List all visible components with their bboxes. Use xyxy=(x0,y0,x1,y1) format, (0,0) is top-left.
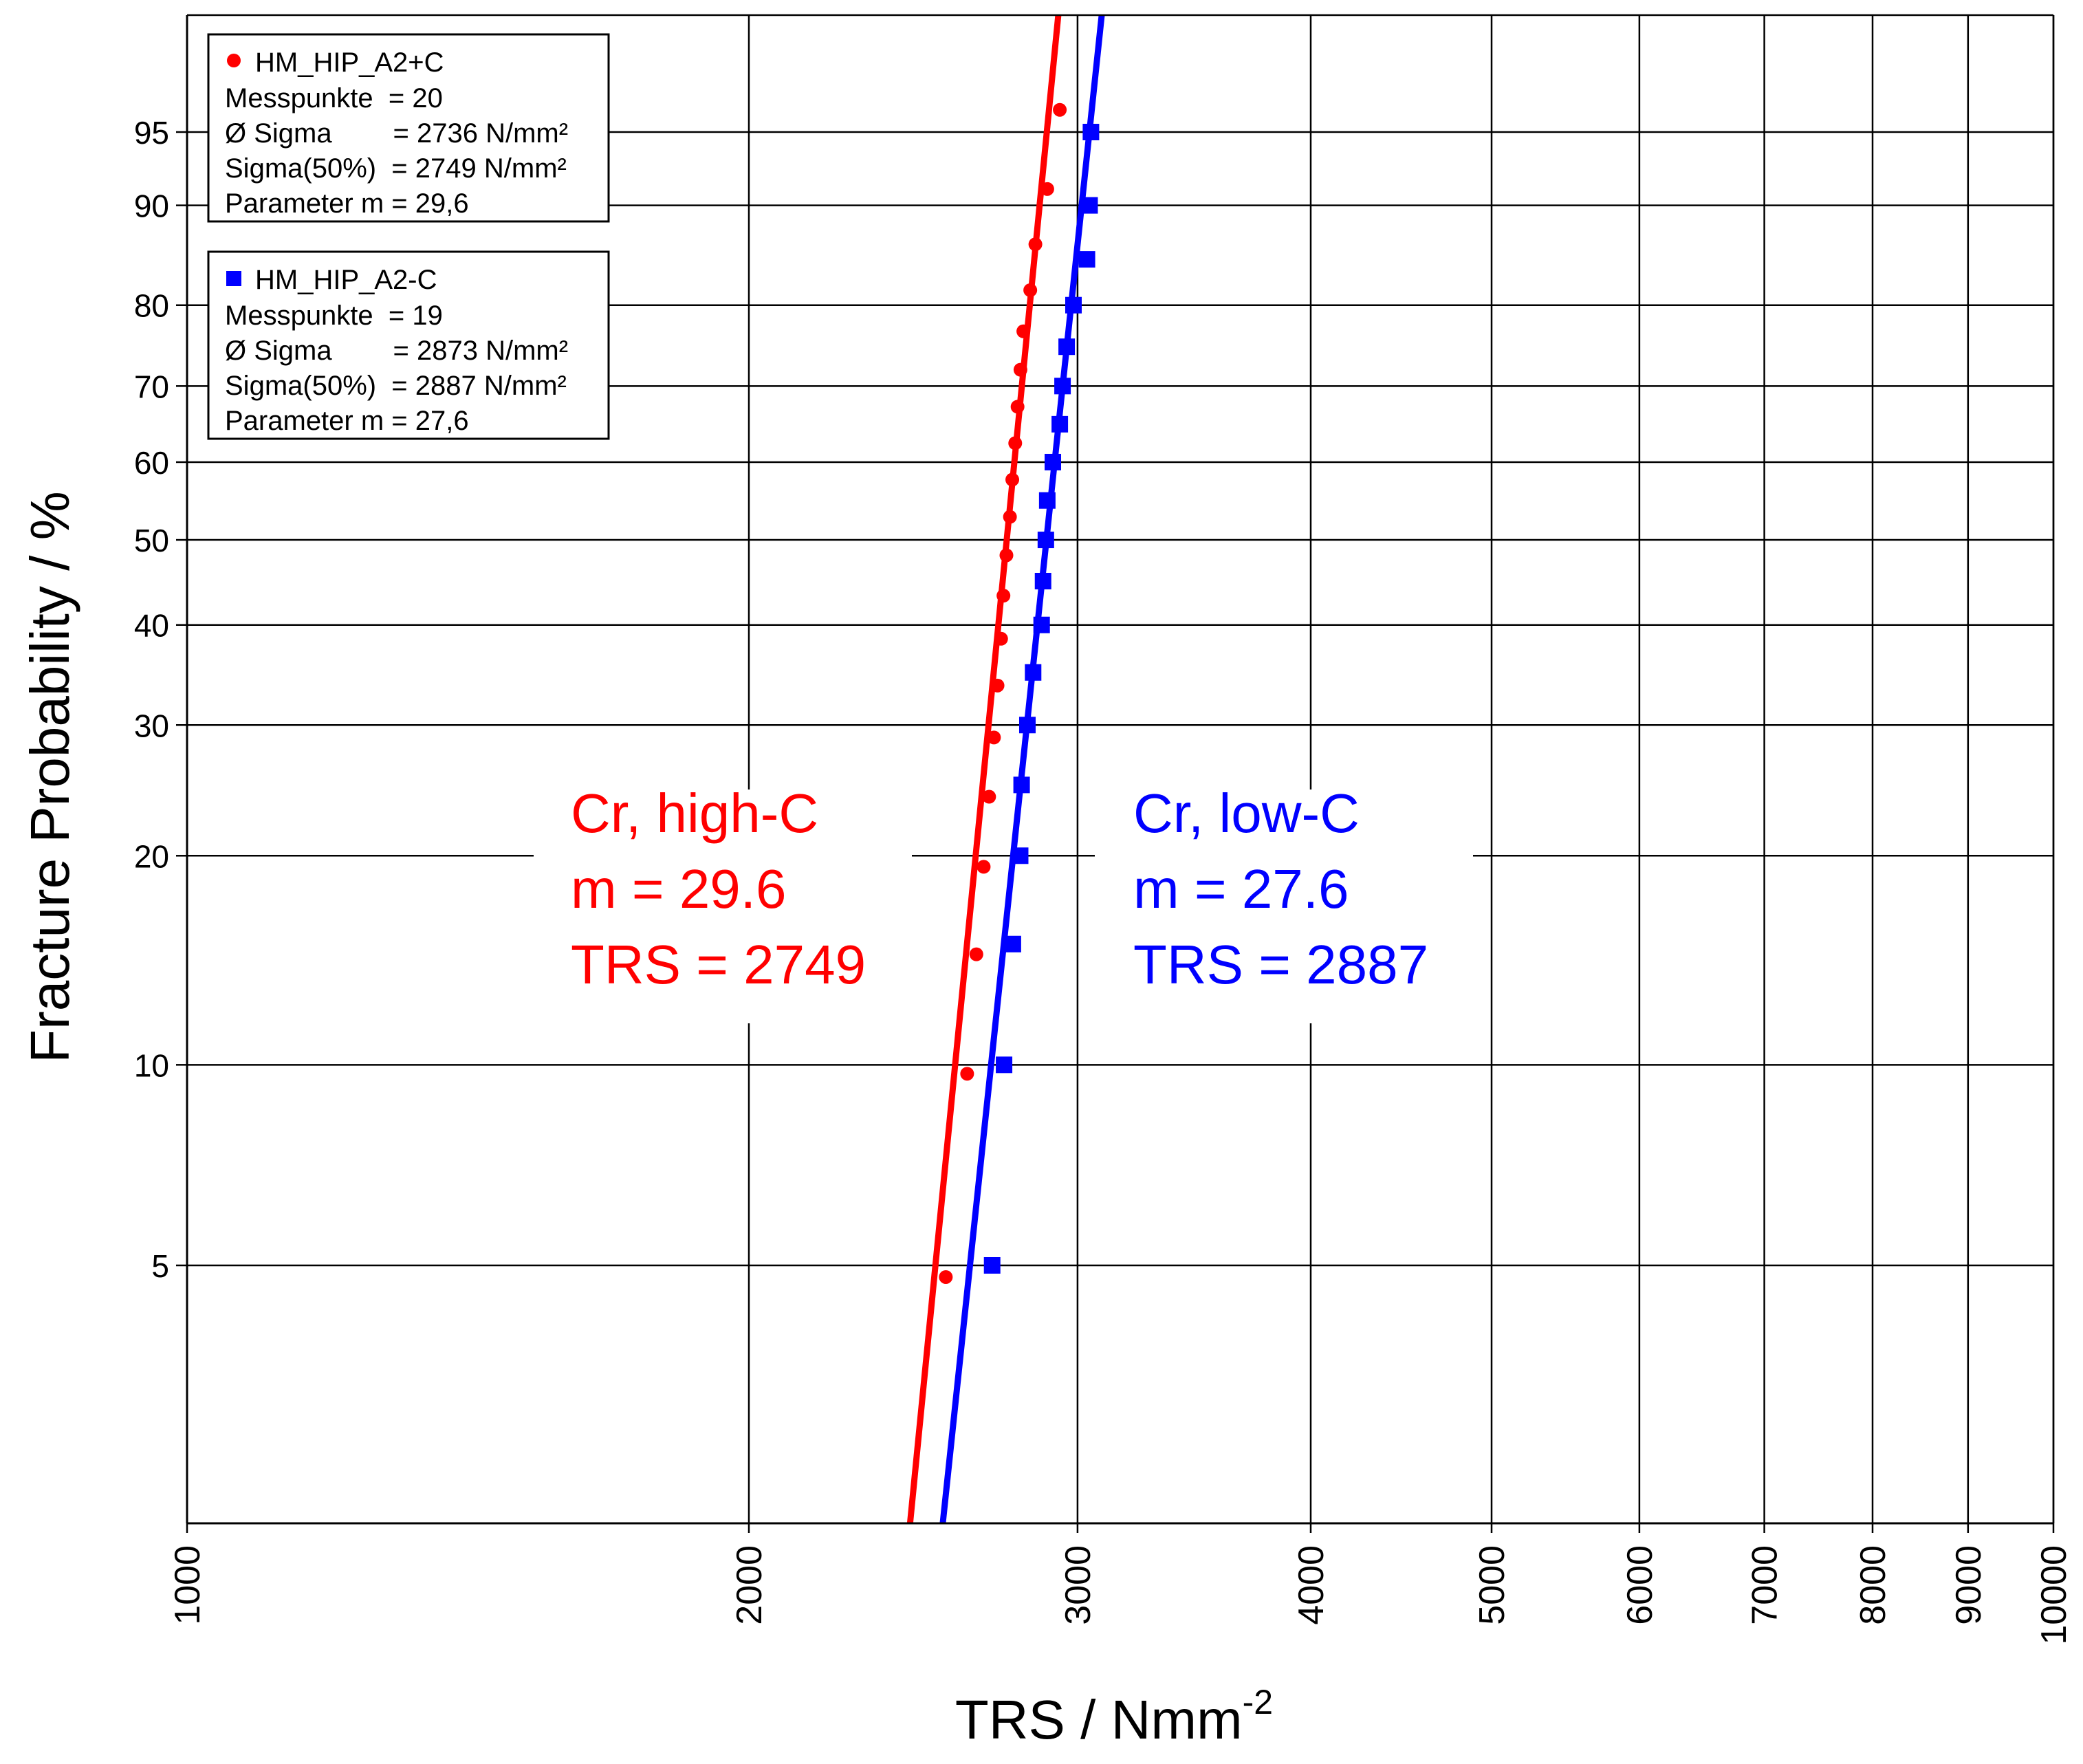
x-tick-label: 8000 xyxy=(1853,1545,1893,1625)
y-tick-label: 50 xyxy=(134,523,169,558)
fit-line xyxy=(906,15,1062,1523)
data-point xyxy=(1065,296,1082,314)
y-axis-label: Fracture Probability / % xyxy=(19,491,80,1063)
x-tick-label: 4000 xyxy=(1291,1545,1331,1625)
y-tick-label: 70 xyxy=(134,369,169,404)
annotations: Cr, high-C m = 29.6 TRS = 2749 Cr, low-C m =… xyxy=(534,783,1473,1023)
legend-marker xyxy=(227,54,241,67)
data-point xyxy=(1016,324,1031,338)
data-point xyxy=(1051,415,1069,433)
x-tick-label: 7000 xyxy=(1745,1545,1785,1625)
legend-line: Parameter m = 27,6 xyxy=(225,406,469,436)
data-point xyxy=(960,1067,974,1081)
data-point xyxy=(1045,453,1062,470)
data-point xyxy=(1054,378,1071,395)
data-point xyxy=(1038,492,1056,509)
data-point xyxy=(1004,935,1021,952)
annotation-text: TRS = 2887 xyxy=(1133,934,1428,995)
y-tick-label: 5 xyxy=(151,1248,169,1284)
x-tick-label: 10000 xyxy=(2034,1545,2074,1645)
legend-line: Ø Sigma = 2736 N/mm² xyxy=(225,118,568,149)
x-tick-label: 2000 xyxy=(730,1545,770,1625)
data-point xyxy=(1040,182,1054,196)
x-tick-label: 5000 xyxy=(1472,1545,1512,1625)
legend-line: Messpunkte = 19 xyxy=(225,301,443,331)
x-tick-label: 9000 xyxy=(1949,1545,1989,1625)
annotation-text: m = 27.6 xyxy=(1133,858,1349,919)
annotation-box xyxy=(1095,790,1473,1023)
data-point xyxy=(990,678,1005,693)
legend-line: Parameter m = 29,6 xyxy=(225,188,469,219)
data-point xyxy=(969,947,983,961)
x-axis-label-superscript: -2 xyxy=(1243,1683,1273,1721)
data-point xyxy=(1010,400,1025,414)
data-point xyxy=(1003,510,1017,524)
legends: HM_HIP_A2+C Messpunkte = 20 Ø Sigma = 2736… xyxy=(207,33,610,440)
plot-frame xyxy=(186,14,2055,1525)
annotation-box xyxy=(534,790,912,1023)
data-point xyxy=(1013,362,1027,377)
data-point xyxy=(1023,283,1038,297)
fit-line xyxy=(939,15,1105,1523)
annotation-text: Cr, low-C xyxy=(1133,783,1360,844)
legend-line: Sigma(50%) = 2749 N/mm² xyxy=(225,153,567,184)
data-point xyxy=(996,1056,1013,1074)
data-point xyxy=(1078,251,1095,268)
x-axis-label-main: TRS / Nmm xyxy=(955,1689,1243,1750)
x-axis-label: TRS / Nmm-2 xyxy=(955,1683,1273,1750)
data-point xyxy=(1037,532,1054,549)
y-tick-label: 80 xyxy=(134,288,169,324)
data-point xyxy=(977,860,991,874)
x-tick-label: 3000 xyxy=(1058,1545,1098,1625)
data-point xyxy=(1012,847,1029,864)
data-point xyxy=(1005,472,1020,487)
legend-series-name: HM_HIP_A2-C xyxy=(255,265,437,295)
annotation-text: Cr, high-C xyxy=(571,783,818,844)
data-point xyxy=(1028,237,1043,252)
legend-box xyxy=(207,250,610,440)
data-point xyxy=(1082,124,1100,140)
legend-box xyxy=(207,33,610,223)
data-point xyxy=(1081,197,1098,214)
data-point xyxy=(939,1270,953,1284)
data-point xyxy=(1058,338,1076,356)
legend-line: Messpunkte = 20 xyxy=(225,83,443,113)
y-tick-label: 90 xyxy=(134,188,169,224)
data-point xyxy=(1025,664,1042,681)
data-point xyxy=(996,589,1011,603)
y-tick-label: 10 xyxy=(134,1047,169,1083)
fit-lines xyxy=(906,15,1105,1523)
x-tick-label: 6000 xyxy=(1620,1545,1660,1625)
y-tick-label: 40 xyxy=(134,608,169,644)
y-tick-label: 30 xyxy=(134,708,169,743)
annotation-text: m = 29.6 xyxy=(571,858,787,919)
y-tick-label: 95 xyxy=(134,115,169,151)
x-tick-label: 1000 xyxy=(168,1545,208,1625)
data-point xyxy=(1018,717,1036,734)
y-tick-label: 20 xyxy=(134,838,169,874)
data-points xyxy=(939,102,1100,1284)
data-point xyxy=(983,1257,1001,1274)
data-point xyxy=(987,730,1001,745)
data-point xyxy=(1033,616,1050,633)
y-tick-label: 60 xyxy=(134,445,169,481)
data-point xyxy=(999,548,1014,563)
data-point xyxy=(994,631,1008,646)
data-point xyxy=(1008,436,1023,450)
legend-series-name: HM_HIP_A2+C xyxy=(255,47,444,78)
legend-marker xyxy=(226,271,241,286)
data-point xyxy=(982,790,996,804)
data-point xyxy=(1053,102,1067,117)
legend-line: Sigma(50%) = 2887 N/mm² xyxy=(225,371,567,401)
annotation-text: TRS = 2749 xyxy=(571,934,866,995)
data-point xyxy=(1013,776,1030,794)
legend-line: Ø Sigma = 2873 N/mm² xyxy=(225,336,568,366)
tick-labels: 1000 2000 3000 4000 5000 6000 7000 8000 9000 1000… xyxy=(134,115,2074,1645)
data-point xyxy=(1034,572,1051,589)
